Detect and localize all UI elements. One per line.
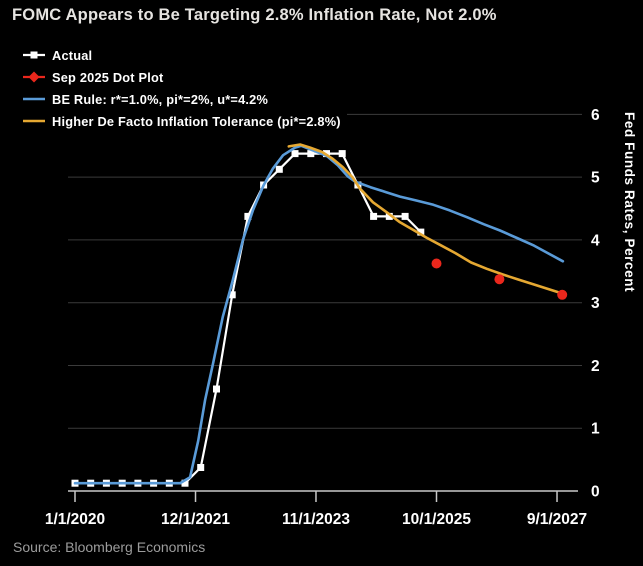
legend-label-tolerance: Higher De Facto Inflation Tolerance (pi*… (52, 113, 341, 129)
dot-plot-series-marker-icon (23, 71, 45, 83)
x-tick-label: 9/1/2027 (527, 511, 587, 528)
series-marker-square (275, 165, 283, 173)
series-marker-dot (431, 258, 442, 269)
y-tick-label: 0 (591, 484, 600, 501)
series-marker-square (338, 150, 346, 158)
series-marker-square (228, 291, 236, 299)
legend-label-actual: Actual (52, 47, 93, 63)
source-credit: Source: Bloomberg Economics (13, 539, 206, 555)
series-marker-square (244, 212, 252, 220)
series-marker-square (291, 150, 299, 158)
legend-item-actual: Actual (22, 44, 341, 66)
series-marker-square (370, 212, 378, 220)
x-tick-label: 10/1/2025 (402, 511, 471, 528)
series-line-2 (287, 143, 567, 296)
series-marker-square (417, 228, 425, 236)
y-tick-label: 3 (591, 295, 600, 312)
series-marker-dot (557, 289, 568, 300)
series-marker-square (401, 212, 409, 220)
tolerance-series-marker-icon (23, 119, 45, 123)
legend-item-tolerance: Higher De Facto Inflation Tolerance (pi*… (22, 110, 341, 132)
y-tick-label: 4 (591, 232, 600, 249)
series-line-0 (73, 152, 422, 485)
y-axis-title: Fed Funds Rates, Percent (622, 112, 637, 293)
y-tick-label: 6 (591, 107, 600, 124)
x-tick-label: 12/1/2021 (161, 511, 230, 528)
series-marker-square (213, 385, 220, 393)
series-line-1 (73, 144, 565, 485)
y-tick-label: 5 (591, 170, 600, 187)
series-marker-square (197, 464, 205, 471)
series-marker-square (181, 479, 189, 487)
series-marker-square (307, 150, 315, 158)
series-marker-dot (494, 274, 505, 285)
y-tick-label: 1 (591, 421, 600, 438)
series-marker-square (385, 212, 393, 220)
x-tick-label: 1/1/2020 (45, 511, 105, 528)
legend: Actual Sep 2025 Dot Plot BE Rule: r*=1.0… (22, 42, 347, 134)
legend-item-be-rule: BE Rule: r*=1.0%, pi*=2%, u*=4.2% (22, 88, 341, 110)
x-tick-label: 11/1/2023 (282, 511, 350, 528)
be-rule-series-marker-icon (23, 97, 45, 101)
y-tick-label: 2 (591, 358, 600, 375)
chart-title: FOMC Appears to Be Targeting 2.8% Inflat… (12, 6, 497, 24)
legend-label-be-rule: BE Rule: r*=1.0%, pi*=2%, u*=4.2% (52, 91, 269, 107)
legend-item-dot-plot: Sep 2025 Dot Plot (22, 66, 341, 88)
actual-series-marker-icon (23, 51, 45, 59)
legend-label-dot-plot: Sep 2025 Dot Plot (52, 69, 164, 85)
